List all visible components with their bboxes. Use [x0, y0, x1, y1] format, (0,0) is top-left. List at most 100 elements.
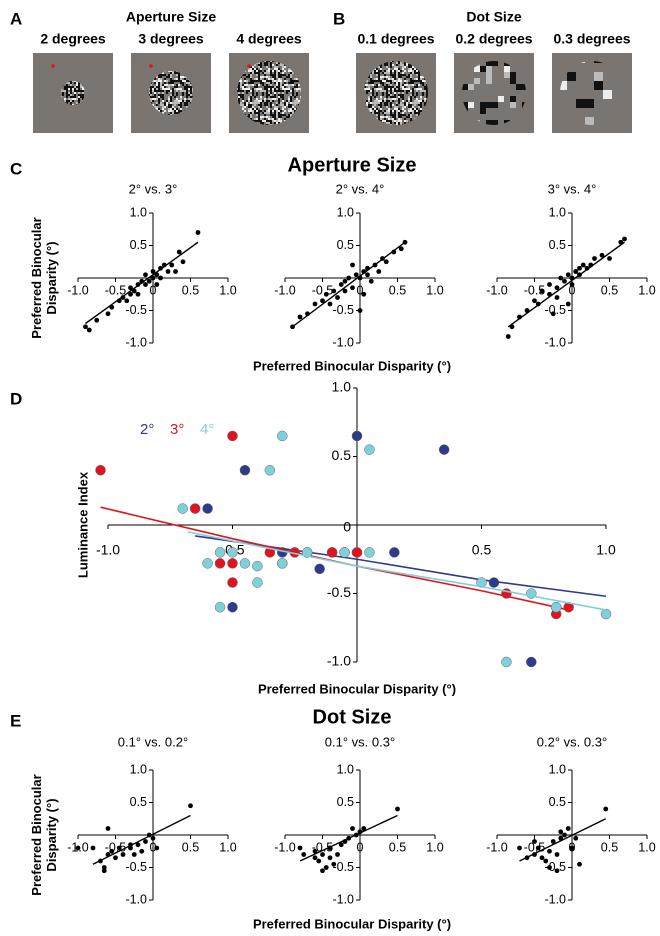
y-tick-label: -0.5 [327, 584, 351, 600]
point [438, 444, 450, 455]
point [176, 249, 182, 255]
point [562, 278, 567, 284]
point [357, 308, 363, 313]
fit-line [299, 814, 398, 862]
x-tick-label: 1.0 [638, 840, 655, 854]
point [505, 334, 511, 339]
point [189, 503, 201, 514]
point [90, 845, 96, 851]
point [539, 288, 545, 294]
point [312, 301, 318, 307]
point [323, 291, 329, 297]
panel-letter: A [10, 9, 22, 28]
x-tick-label: 1.0 [426, 283, 443, 297]
point [86, 327, 92, 333]
x-tick-label: 0.5 [601, 840, 618, 854]
chart-title: 2° vs. 4° [336, 181, 385, 196]
x-tick-label: 0.5 [601, 283, 618, 297]
point [143, 282, 148, 287]
point [177, 503, 188, 514]
point [154, 845, 160, 851]
point [227, 601, 238, 613]
point [143, 272, 148, 278]
point [165, 269, 171, 274]
panel-letter: E [10, 711, 21, 730]
x-axis-label: Preferred Binocular Disparity (°) [253, 358, 451, 373]
y-tick-label: 1.0 [130, 762, 147, 776]
point [139, 848, 145, 854]
point [562, 832, 567, 838]
point [227, 577, 238, 588]
point [124, 298, 130, 304]
fit-line [507, 241, 625, 328]
stimulus-aperture [149, 71, 193, 115]
point [558, 275, 564, 281]
point [395, 806, 400, 812]
point [569, 845, 575, 851]
point [535, 845, 541, 851]
point [331, 288, 337, 294]
point [297, 314, 303, 320]
point [320, 868, 325, 874]
x-tick-label: -1.0 [486, 283, 508, 297]
section-title: Dot Size [313, 706, 392, 728]
x-axis-label: Preferred Binocular Disparity (°) [258, 681, 456, 696]
point [622, 236, 627, 242]
point [105, 311, 111, 317]
y-tick-label: 1.0 [130, 205, 147, 219]
point [599, 252, 605, 258]
point [501, 656, 512, 668]
point [554, 285, 560, 291]
y-tick-label: -1.0 [332, 335, 354, 349]
panel-letter: C [10, 159, 22, 178]
point [550, 839, 556, 844]
point [312, 855, 318, 861]
point [547, 282, 552, 287]
point [580, 262, 586, 268]
point [128, 291, 133, 297]
point [94, 317, 100, 323]
point [547, 848, 552, 854]
y-tick-label: 0.5 [549, 238, 566, 252]
point [558, 829, 564, 835]
x-tick-label: -1.0 [274, 840, 296, 854]
point [554, 295, 560, 300]
point [565, 826, 571, 831]
x-tick-label: 1.0 [219, 283, 236, 297]
point [389, 547, 400, 558]
y-tick-label: 0.5 [130, 795, 147, 809]
x-tick-label: -0.5 [105, 283, 127, 297]
point [109, 848, 115, 854]
point [169, 262, 175, 268]
point [120, 852, 126, 857]
fixation-dot [247, 64, 251, 68]
y-axis-label: Disparity (°) [44, 241, 59, 314]
point [214, 601, 226, 613]
x-tick-label: -1.0 [274, 283, 296, 297]
point [517, 845, 522, 851]
y-axis-label: Preferred Binocular [29, 217, 44, 338]
point [277, 430, 288, 442]
point [180, 259, 186, 265]
chart-title: 2° vs. 3° [129, 181, 178, 196]
point [338, 842, 344, 848]
x-tick-label: 0 [150, 840, 157, 854]
point [607, 256, 612, 261]
point [550, 601, 562, 613]
panel-letter: D [10, 389, 22, 408]
fit-line [519, 818, 607, 862]
point [361, 826, 367, 831]
point [135, 842, 141, 848]
x-tick-label: 1.0 [219, 840, 236, 854]
point [146, 278, 152, 284]
point [376, 269, 382, 274]
point [75, 845, 81, 851]
y-tick-label: 0.5 [337, 795, 354, 809]
y-tick-label: 0.5 [549, 795, 566, 809]
point [577, 861, 582, 867]
point [214, 547, 226, 558]
fit-line [92, 814, 191, 865]
x-tick-label: 0.5 [182, 283, 199, 297]
point [327, 301, 333, 307]
point [547, 865, 552, 870]
